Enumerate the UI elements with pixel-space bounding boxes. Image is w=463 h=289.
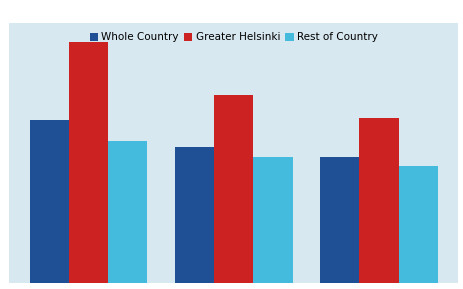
Bar [69,42,108,283]
Bar [108,141,147,283]
Bar [253,157,293,283]
Bar [399,166,438,283]
Bar [30,120,69,283]
Bar [175,147,214,283]
Bar [359,118,399,283]
Legend: Whole Country, Greater Helsinki, Rest of Country: Whole Country, Greater Helsinki, Rest of… [86,28,382,47]
Bar [214,95,253,283]
Bar [320,157,359,283]
